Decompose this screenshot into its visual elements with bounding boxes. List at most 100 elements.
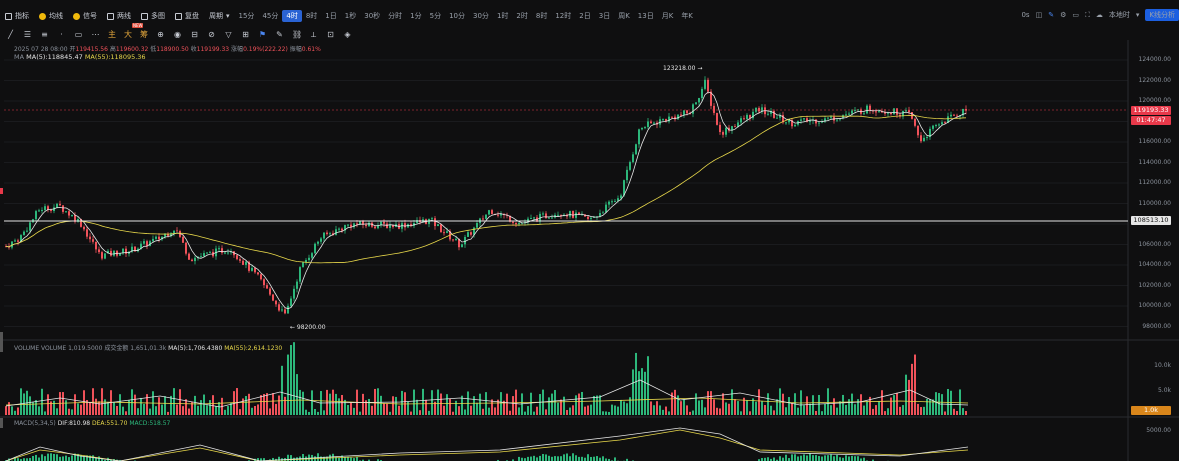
interval-4[interactable]: 1日 bbox=[325, 12, 337, 20]
flag-icon[interactable]: ⚑ bbox=[258, 29, 267, 39]
candle-body bbox=[524, 221, 526, 223]
nav-multi-chart[interactable]: 多图 bbox=[136, 9, 170, 23]
interval-3[interactable]: 8时 bbox=[305, 12, 318, 20]
interval-10[interactable]: 10分 bbox=[449, 12, 466, 20]
interval-21[interactable]: 年K bbox=[681, 12, 693, 20]
timezone-label[interactable]: 本地时 bbox=[1108, 11, 1130, 19]
rect-tool-icon[interactable]: ▭ bbox=[74, 29, 83, 39]
pane-resize-handle-2[interactable] bbox=[0, 418, 3, 428]
macd-bar bbox=[779, 456, 781, 461]
compass-icon[interactable]: ◈ bbox=[344, 29, 351, 39]
filter-icon[interactable]: ▽ bbox=[225, 29, 232, 39]
interval-16[interactable]: 2日 bbox=[579, 12, 591, 20]
ma55-line bbox=[5, 115, 967, 264]
eye-icon[interactable]: ◉ bbox=[174, 29, 181, 39]
volume-bar bbox=[860, 394, 862, 415]
candle-body bbox=[737, 122, 739, 127]
interval-8[interactable]: 1分 bbox=[410, 12, 422, 20]
delete-icon[interactable]: ⊘ bbox=[208, 29, 215, 39]
macd-bar bbox=[524, 458, 526, 461]
candle-body bbox=[749, 114, 751, 119]
candle-body bbox=[695, 102, 697, 105]
interval-13[interactable]: 2时 bbox=[516, 12, 528, 20]
volume-bar bbox=[41, 388, 43, 415]
dot-tool-icon[interactable]: · bbox=[60, 29, 63, 39]
macd-bar bbox=[785, 454, 787, 461]
brush-icon[interactable]: ✎ bbox=[276, 29, 283, 39]
fullscreen-icon[interactable]: ⛶ bbox=[1084, 10, 1090, 19]
macd-bar bbox=[833, 456, 835, 461]
nav-period[interactable]: 周期 ▾ bbox=[209, 12, 230, 20]
interval-2[interactable]: 4时 bbox=[282, 10, 302, 22]
kline-analysis-button[interactable]: K线分析 bbox=[1145, 9, 1179, 21]
volume-bar bbox=[248, 393, 250, 415]
candle-body bbox=[950, 114, 952, 117]
candle-body bbox=[431, 218, 433, 220]
nav-indicator[interactable]: 指标 bbox=[0, 9, 34, 23]
volume-bar bbox=[50, 401, 52, 415]
candle-body bbox=[824, 118, 826, 122]
measure-icon[interactable]: ⟂ bbox=[310, 29, 317, 39]
candle-body bbox=[782, 115, 784, 123]
interval-11[interactable]: 30分 bbox=[473, 12, 489, 20]
volume-bar bbox=[695, 393, 697, 415]
candle-body bbox=[317, 241, 319, 244]
volume-bar bbox=[602, 411, 604, 415]
interval-14[interactable]: 8时 bbox=[535, 12, 548, 20]
interval-20[interactable]: 月K bbox=[661, 12, 674, 20]
macd-bar bbox=[356, 456, 358, 461]
layers-icon[interactable]: ⊞ bbox=[242, 29, 249, 39]
interval-12[interactable]: 1时 bbox=[496, 12, 509, 20]
candle-body bbox=[683, 110, 685, 115]
interval-bar: 15分 45分 4时 8时 1日 1秒 30秒 分时 1分 5分 10分 30分 1时 2时 8时 12时 2日… bbox=[235, 10, 697, 22]
interval-1[interactable]: 45分 bbox=[262, 12, 279, 20]
nav-twoline[interactable]: 两线 bbox=[102, 9, 136, 23]
interval-0[interactable]: 15分 bbox=[238, 12, 255, 20]
interval-19[interactable]: 13日 bbox=[637, 12, 654, 20]
tool-big[interactable]: 大 bbox=[124, 29, 132, 39]
zero-label[interactable]: 0s bbox=[1021, 11, 1030, 19]
camera-icon[interactable]: ◫ bbox=[1035, 11, 1043, 19]
volume-bar bbox=[605, 411, 607, 415]
settings-icon[interactable]: ⚙ bbox=[1060, 11, 1067, 19]
macd-bar bbox=[44, 456, 46, 461]
candle-body bbox=[206, 252, 208, 254]
tool-chip[interactable]: 筹 bbox=[140, 29, 148, 39]
volume-bar bbox=[200, 400, 202, 415]
interval-15[interactable]: 12时 bbox=[555, 12, 572, 20]
interval-18[interactable]: 周K bbox=[618, 12, 630, 20]
nav-replay[interactable]: 复盘 bbox=[170, 9, 204, 23]
nav-ma[interactable]: 均线 bbox=[34, 9, 68, 23]
volume-bar bbox=[893, 395, 895, 415]
volume-bar bbox=[647, 356, 649, 415]
cloud-icon[interactable]: ☁ bbox=[1095, 11, 1103, 19]
more-tool-icon[interactable]: ⋯ bbox=[91, 29, 100, 39]
interval-9[interactable]: 5分 bbox=[429, 12, 442, 20]
nav-signal[interactable]: 信号 bbox=[68, 9, 102, 23]
link-icon[interactable]: ⛓ bbox=[292, 29, 303, 39]
lock-icon[interactable]: ⊟ bbox=[191, 29, 198, 39]
hline-tool-icon[interactable]: ☰ bbox=[23, 29, 32, 39]
channel-tool-icon[interactable]: ≡ bbox=[41, 29, 48, 39]
save-icon[interactable]: ⊡ bbox=[327, 29, 334, 39]
tool-main[interactable]: 主 bbox=[108, 29, 116, 39]
volume-bar bbox=[629, 397, 631, 415]
volume-bar bbox=[959, 389, 961, 415]
volume-bar bbox=[524, 411, 526, 415]
interval-17[interactable]: 3日 bbox=[598, 12, 611, 20]
pane-resize-handle[interactable] bbox=[0, 332, 3, 352]
line-tool-icon[interactable]: ╱ bbox=[8, 29, 13, 39]
layout-icon[interactable]: ▭ bbox=[1072, 11, 1079, 19]
pen-icon[interactable]: ✎ bbox=[1048, 11, 1055, 19]
macd-bar bbox=[815, 455, 817, 461]
macd-bar bbox=[563, 454, 565, 461]
interval-5[interactable]: 1秒 bbox=[344, 12, 357, 20]
volume-bar bbox=[452, 411, 454, 415]
magnet-icon[interactable]: ⊕ bbox=[157, 29, 164, 39]
replay-icon bbox=[175, 12, 182, 20]
volume-bar bbox=[116, 405, 118, 415]
interval-7[interactable]: 分时 bbox=[388, 12, 403, 20]
volume-bar bbox=[683, 399, 685, 415]
interval-6[interactable]: 30秒 bbox=[364, 12, 381, 20]
